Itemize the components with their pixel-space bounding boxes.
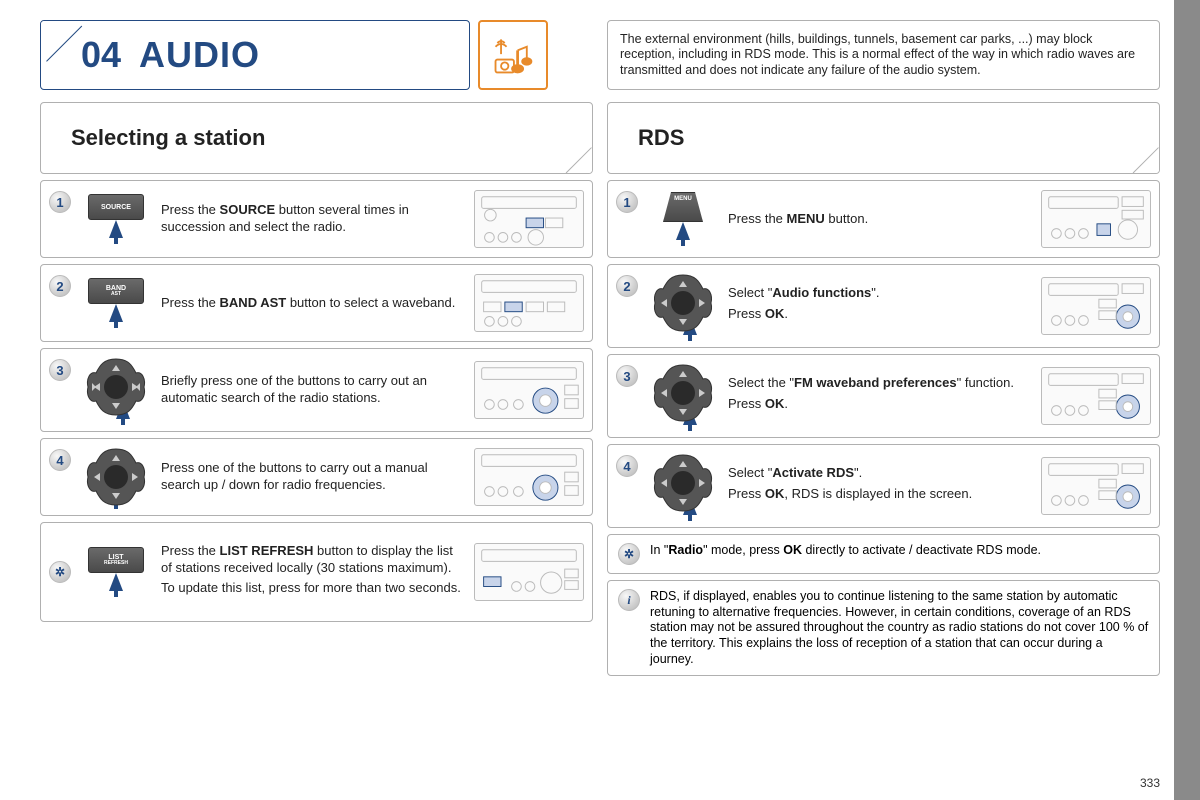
- chapter-header: 04 AUDIO: [40, 20, 593, 90]
- radio-diagram: [474, 190, 584, 248]
- right-step-2: 2 Select "Audio functions".Press OK.: [607, 264, 1160, 348]
- step-number: 4: [49, 449, 71, 471]
- right-step-3: 3 Select the "FM waveband preferences" f…: [607, 354, 1160, 438]
- step-number: 3: [49, 359, 71, 381]
- tip-bulb-icon: ✲: [618, 543, 640, 565]
- step-number: 4: [616, 455, 638, 477]
- right-tip-radio: ✲ In "Radio" mode, press OK directly to …: [607, 534, 1160, 574]
- environment-note: The external environment (hills, buildin…: [607, 20, 1160, 90]
- step-text: Select "Activate RDS".Press OK, RDS is d…: [728, 465, 1031, 507]
- step-text: Press the MENU button.: [728, 211, 1031, 228]
- side-tab: [1174, 0, 1200, 800]
- radio-diagram: [474, 448, 584, 506]
- left-section-title: Selecting a station: [71, 125, 562, 151]
- right-section-title-box: RDS: [607, 102, 1160, 174]
- step-text: Press the SOURCE button several times in…: [161, 202, 464, 236]
- dpad-icon: [648, 271, 718, 341]
- audio-icon: [478, 20, 548, 90]
- tip-text: In "Radio" mode, press OK directly to ac…: [650, 543, 1041, 559]
- band-button-icon: BANDAST: [81, 278, 151, 328]
- step-number: 1: [49, 191, 71, 213]
- radio-diagram: [474, 274, 584, 332]
- left-step-3: 3 Briefly press one of the buttons to ca…: [40, 348, 593, 432]
- left-step-2: 2 BANDAST Press the BAND AST button to s…: [40, 264, 593, 342]
- radio-diagram: [1041, 190, 1151, 248]
- tip-text: RDS, if displayed, enables you to contin…: [650, 589, 1149, 667]
- step-text: Press the LIST REFRESH button to display…: [161, 543, 464, 602]
- right-tip-warning: i RDS, if displayed, enables you to cont…: [607, 580, 1160, 676]
- left-step-1: 1 SOURCE Press the SOURCE button several…: [40, 180, 593, 258]
- right-column: The external environment (hills, buildin…: [607, 20, 1160, 676]
- radio-diagram: [474, 543, 584, 601]
- radio-diagram: [1041, 457, 1151, 515]
- dpad-icon: [648, 361, 718, 431]
- page-content: 04 AUDIO Selecting a station 1 SOURCE Pr…: [0, 0, 1200, 686]
- step-number: 2: [616, 275, 638, 297]
- step-text: Select "Audio functions".Press OK.: [728, 285, 1031, 327]
- right-step-4: 4 Select "Activate RDS".Press OK, RDS is…: [607, 444, 1160, 528]
- step-number: 3: [616, 365, 638, 387]
- step-text: Press one of the buttons to carry out a …: [161, 460, 464, 494]
- chapter-box: 04 AUDIO: [40, 20, 470, 90]
- chapter-number: 04: [81, 34, 121, 76]
- radio-diagram: [1041, 367, 1151, 425]
- left-column: 04 AUDIO Selecting a station 1 SOURCE Pr…: [40, 20, 593, 676]
- left-step-4: 4 Press one of the buttons to carry out …: [40, 438, 593, 516]
- step-text: Briefly press one of the buttons to carr…: [161, 373, 464, 407]
- warning-icon: i: [618, 589, 640, 611]
- left-tip: ✲ LISTREFRESH Press the LIST REFRESH but…: [40, 522, 593, 622]
- right-step-1: 1 MENU Press the MENU button.: [607, 180, 1160, 258]
- dpad-icon: [648, 451, 718, 521]
- chapter-title: AUDIO: [139, 34, 260, 76]
- left-section-title-box: Selecting a station: [40, 102, 593, 174]
- source-button-icon: SOURCE: [81, 194, 151, 244]
- tip-bulb-icon: ✲: [49, 561, 71, 583]
- step-number: 2: [49, 275, 71, 297]
- page-number: 333: [1140, 776, 1160, 790]
- step-number: 1: [616, 191, 638, 213]
- step-text: Select the "FM waveband preferences" fun…: [728, 375, 1031, 417]
- list-refresh-button-icon: LISTREFRESH: [81, 547, 151, 597]
- right-section-title: RDS: [638, 125, 1129, 151]
- menu-button-icon: MENU: [648, 192, 718, 246]
- dpad-icon: [81, 355, 151, 425]
- radio-diagram: [474, 361, 584, 419]
- radio-diagram: [1041, 277, 1151, 335]
- dpad-icon: [81, 445, 151, 509]
- step-text: Press the BAND AST button to select a wa…: [161, 295, 464, 312]
